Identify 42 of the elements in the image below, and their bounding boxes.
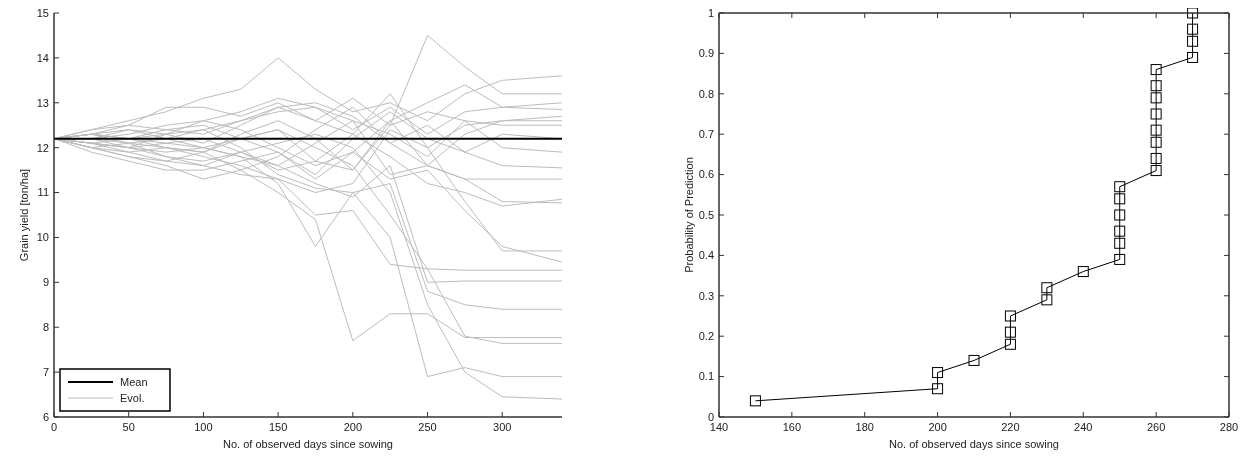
legend-label: Evol. <box>120 391 145 404</box>
x-axis-title: No. of observed days since sowing <box>889 438 1059 450</box>
x-tick-label: 240 <box>1074 421 1093 433</box>
y-tick-label: 14 <box>36 51 49 64</box>
x-tick-label: 220 <box>1001 421 1020 433</box>
y-tick-label: 13 <box>36 96 49 109</box>
y-tick-label: 10 <box>36 231 49 244</box>
x-tick-label: 250 <box>418 421 437 433</box>
y-tick-label: 6 <box>42 410 49 423</box>
x-tick-label: 150 <box>268 421 288 433</box>
y-tick-label: 7 <box>42 365 49 378</box>
x-tick-label: 200 <box>928 421 947 433</box>
y-tick-label: 0.1 <box>698 370 714 383</box>
legend-label: Mean <box>120 375 148 388</box>
y-axis-title: Grain yield [ton/ha] <box>17 168 30 262</box>
y-tick-label: 0.7 <box>698 128 714 141</box>
y-tick-label: 0.4 <box>698 249 714 262</box>
y-tick-label: 0 <box>707 410 714 423</box>
y-tick-label: 0.2 <box>698 330 714 343</box>
y-axis-title: Probability of Prediction <box>682 157 695 273</box>
x-tick-label: 280 <box>1219 421 1239 433</box>
x-tick-label: 50 <box>122 421 135 433</box>
y-tick-label: 15 <box>36 6 49 19</box>
x-tick-label: 300 <box>493 421 512 433</box>
x-tick-label: 0 <box>50 421 58 433</box>
x-tick-label: 160 <box>782 421 802 433</box>
y-tick-label: 0.5 <box>698 208 714 221</box>
x-tick-label: 260 <box>1146 421 1166 433</box>
y-tick-label: 12 <box>36 141 49 154</box>
x-axis-title: No. of observed days since sowing <box>223 438 393 450</box>
y-tick-label: 0.9 <box>698 47 714 60</box>
y-tick-label: 1 <box>707 6 714 19</box>
x-tick-label: 140 <box>709 421 729 433</box>
y-tick-label: 11 <box>37 186 49 199</box>
x-tick-label: 180 <box>855 421 874 433</box>
y-tick-label: 8 <box>42 321 49 334</box>
y-tick-label: 0.8 <box>698 87 714 100</box>
x-tick-label: 100 <box>194 421 213 433</box>
y-tick-label: 0.6 <box>698 168 714 181</box>
y-tick-label: 9 <box>42 276 49 289</box>
y-tick-label: 0.3 <box>698 289 714 302</box>
x-tick-label: 200 <box>343 421 362 433</box>
